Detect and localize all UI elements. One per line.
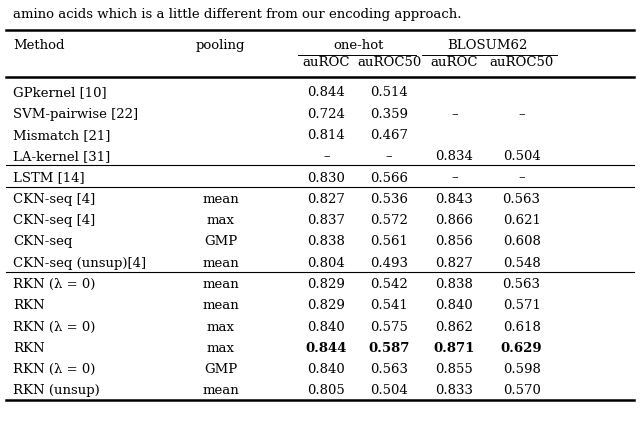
Text: 0.536: 0.536: [370, 193, 408, 206]
Text: 0.833: 0.833: [435, 384, 474, 397]
Text: 0.840: 0.840: [436, 299, 473, 312]
Text: CKN-seq: CKN-seq: [13, 235, 72, 249]
Text: 0.541: 0.541: [371, 299, 408, 312]
Text: CKN-seq [4]: CKN-seq [4]: [13, 214, 95, 227]
Text: 0.829: 0.829: [307, 278, 346, 291]
Text: 0.563: 0.563: [502, 193, 541, 206]
Text: 0.838: 0.838: [307, 235, 346, 249]
Text: Mismatch [21]: Mismatch [21]: [13, 129, 110, 142]
Text: 0.548: 0.548: [503, 257, 540, 270]
Text: 0.855: 0.855: [436, 363, 473, 376]
Text: 0.514: 0.514: [371, 86, 408, 99]
Text: GMP: GMP: [204, 363, 237, 376]
Text: 0.862: 0.862: [435, 320, 474, 334]
Text: LA-kernel [31]: LA-kernel [31]: [13, 150, 110, 163]
Text: 0.856: 0.856: [435, 235, 474, 249]
Text: LSTM [14]: LSTM [14]: [13, 172, 84, 184]
Text: GMP: GMP: [204, 235, 237, 249]
Text: 0.827: 0.827: [435, 257, 474, 270]
Text: RKN: RKN: [13, 299, 44, 312]
Text: one-hot: one-hot: [333, 39, 383, 52]
Text: 0.840: 0.840: [308, 363, 345, 376]
Text: SVM-pairwise [22]: SVM-pairwise [22]: [13, 108, 138, 121]
Text: 0.608: 0.608: [502, 235, 541, 249]
Text: 0.570: 0.570: [502, 384, 541, 397]
Text: RKN (λ = 0): RKN (λ = 0): [13, 363, 95, 376]
Text: 0.467: 0.467: [370, 129, 408, 142]
Text: GPkernel [10]: GPkernel [10]: [13, 86, 106, 99]
Text: auROC: auROC: [303, 56, 350, 69]
Text: mean: mean: [202, 193, 239, 206]
Text: 0.598: 0.598: [502, 363, 541, 376]
Text: max: max: [207, 214, 235, 227]
Text: mean: mean: [202, 299, 239, 312]
Text: 0.359: 0.359: [370, 108, 408, 121]
Text: 0.542: 0.542: [371, 278, 408, 291]
Text: mean: mean: [202, 384, 239, 397]
Text: 0.621: 0.621: [502, 214, 541, 227]
Text: 0.829: 0.829: [307, 299, 346, 312]
Text: 0.834: 0.834: [435, 150, 474, 163]
Text: 0.504: 0.504: [503, 150, 540, 163]
Text: 0.804: 0.804: [308, 257, 345, 270]
Text: auROC50: auROC50: [490, 56, 554, 69]
Text: 0.838: 0.838: [435, 278, 474, 291]
Text: 0.563: 0.563: [370, 363, 408, 376]
Text: auROC: auROC: [431, 56, 478, 69]
Text: amino acids which is a little different from our encoding approach.: amino acids which is a little different …: [13, 8, 461, 21]
Text: Method: Method: [13, 39, 64, 52]
Text: 0.724: 0.724: [307, 108, 346, 121]
Text: 0.805: 0.805: [308, 384, 345, 397]
Text: 0.840: 0.840: [308, 320, 345, 334]
Text: 0.575: 0.575: [370, 320, 408, 334]
Text: –: –: [323, 150, 330, 163]
Text: –: –: [518, 108, 525, 121]
Text: mean: mean: [202, 278, 239, 291]
Text: RKN (unsup): RKN (unsup): [13, 384, 100, 397]
Text: 0.566: 0.566: [370, 172, 408, 184]
Text: 0.837: 0.837: [307, 214, 346, 227]
Text: pooling: pooling: [196, 39, 246, 52]
Text: max: max: [207, 342, 235, 355]
Text: 0.563: 0.563: [502, 278, 541, 291]
Text: CKN-seq (unsup)[4]: CKN-seq (unsup)[4]: [13, 257, 146, 270]
Text: 0.493: 0.493: [370, 257, 408, 270]
Text: 0.572: 0.572: [370, 214, 408, 227]
Text: BLOSUM62: BLOSUM62: [447, 39, 528, 52]
Text: 0.827: 0.827: [307, 193, 346, 206]
Text: RKN (λ = 0): RKN (λ = 0): [13, 278, 95, 291]
Text: 0.866: 0.866: [435, 214, 474, 227]
Text: –: –: [518, 172, 525, 184]
Text: 0.618: 0.618: [502, 320, 541, 334]
Text: 0.587: 0.587: [369, 342, 410, 355]
Text: RKN: RKN: [13, 342, 44, 355]
Text: mean: mean: [202, 257, 239, 270]
Text: auROC50: auROC50: [357, 56, 421, 69]
Text: 0.830: 0.830: [307, 172, 346, 184]
Text: 0.561: 0.561: [370, 235, 408, 249]
Text: 0.844: 0.844: [306, 342, 347, 355]
Text: –: –: [451, 172, 458, 184]
Text: 0.844: 0.844: [308, 86, 345, 99]
Text: –: –: [386, 150, 392, 163]
Text: RKN (λ = 0): RKN (λ = 0): [13, 320, 95, 334]
Text: 0.504: 0.504: [371, 384, 408, 397]
Text: 0.814: 0.814: [308, 129, 345, 142]
Text: CKN-seq [4]: CKN-seq [4]: [13, 193, 95, 206]
Text: max: max: [207, 320, 235, 334]
Text: 0.629: 0.629: [500, 342, 543, 355]
Text: 0.843: 0.843: [435, 193, 474, 206]
Text: 0.571: 0.571: [502, 299, 541, 312]
Text: 0.871: 0.871: [434, 342, 475, 355]
Text: –: –: [451, 108, 458, 121]
